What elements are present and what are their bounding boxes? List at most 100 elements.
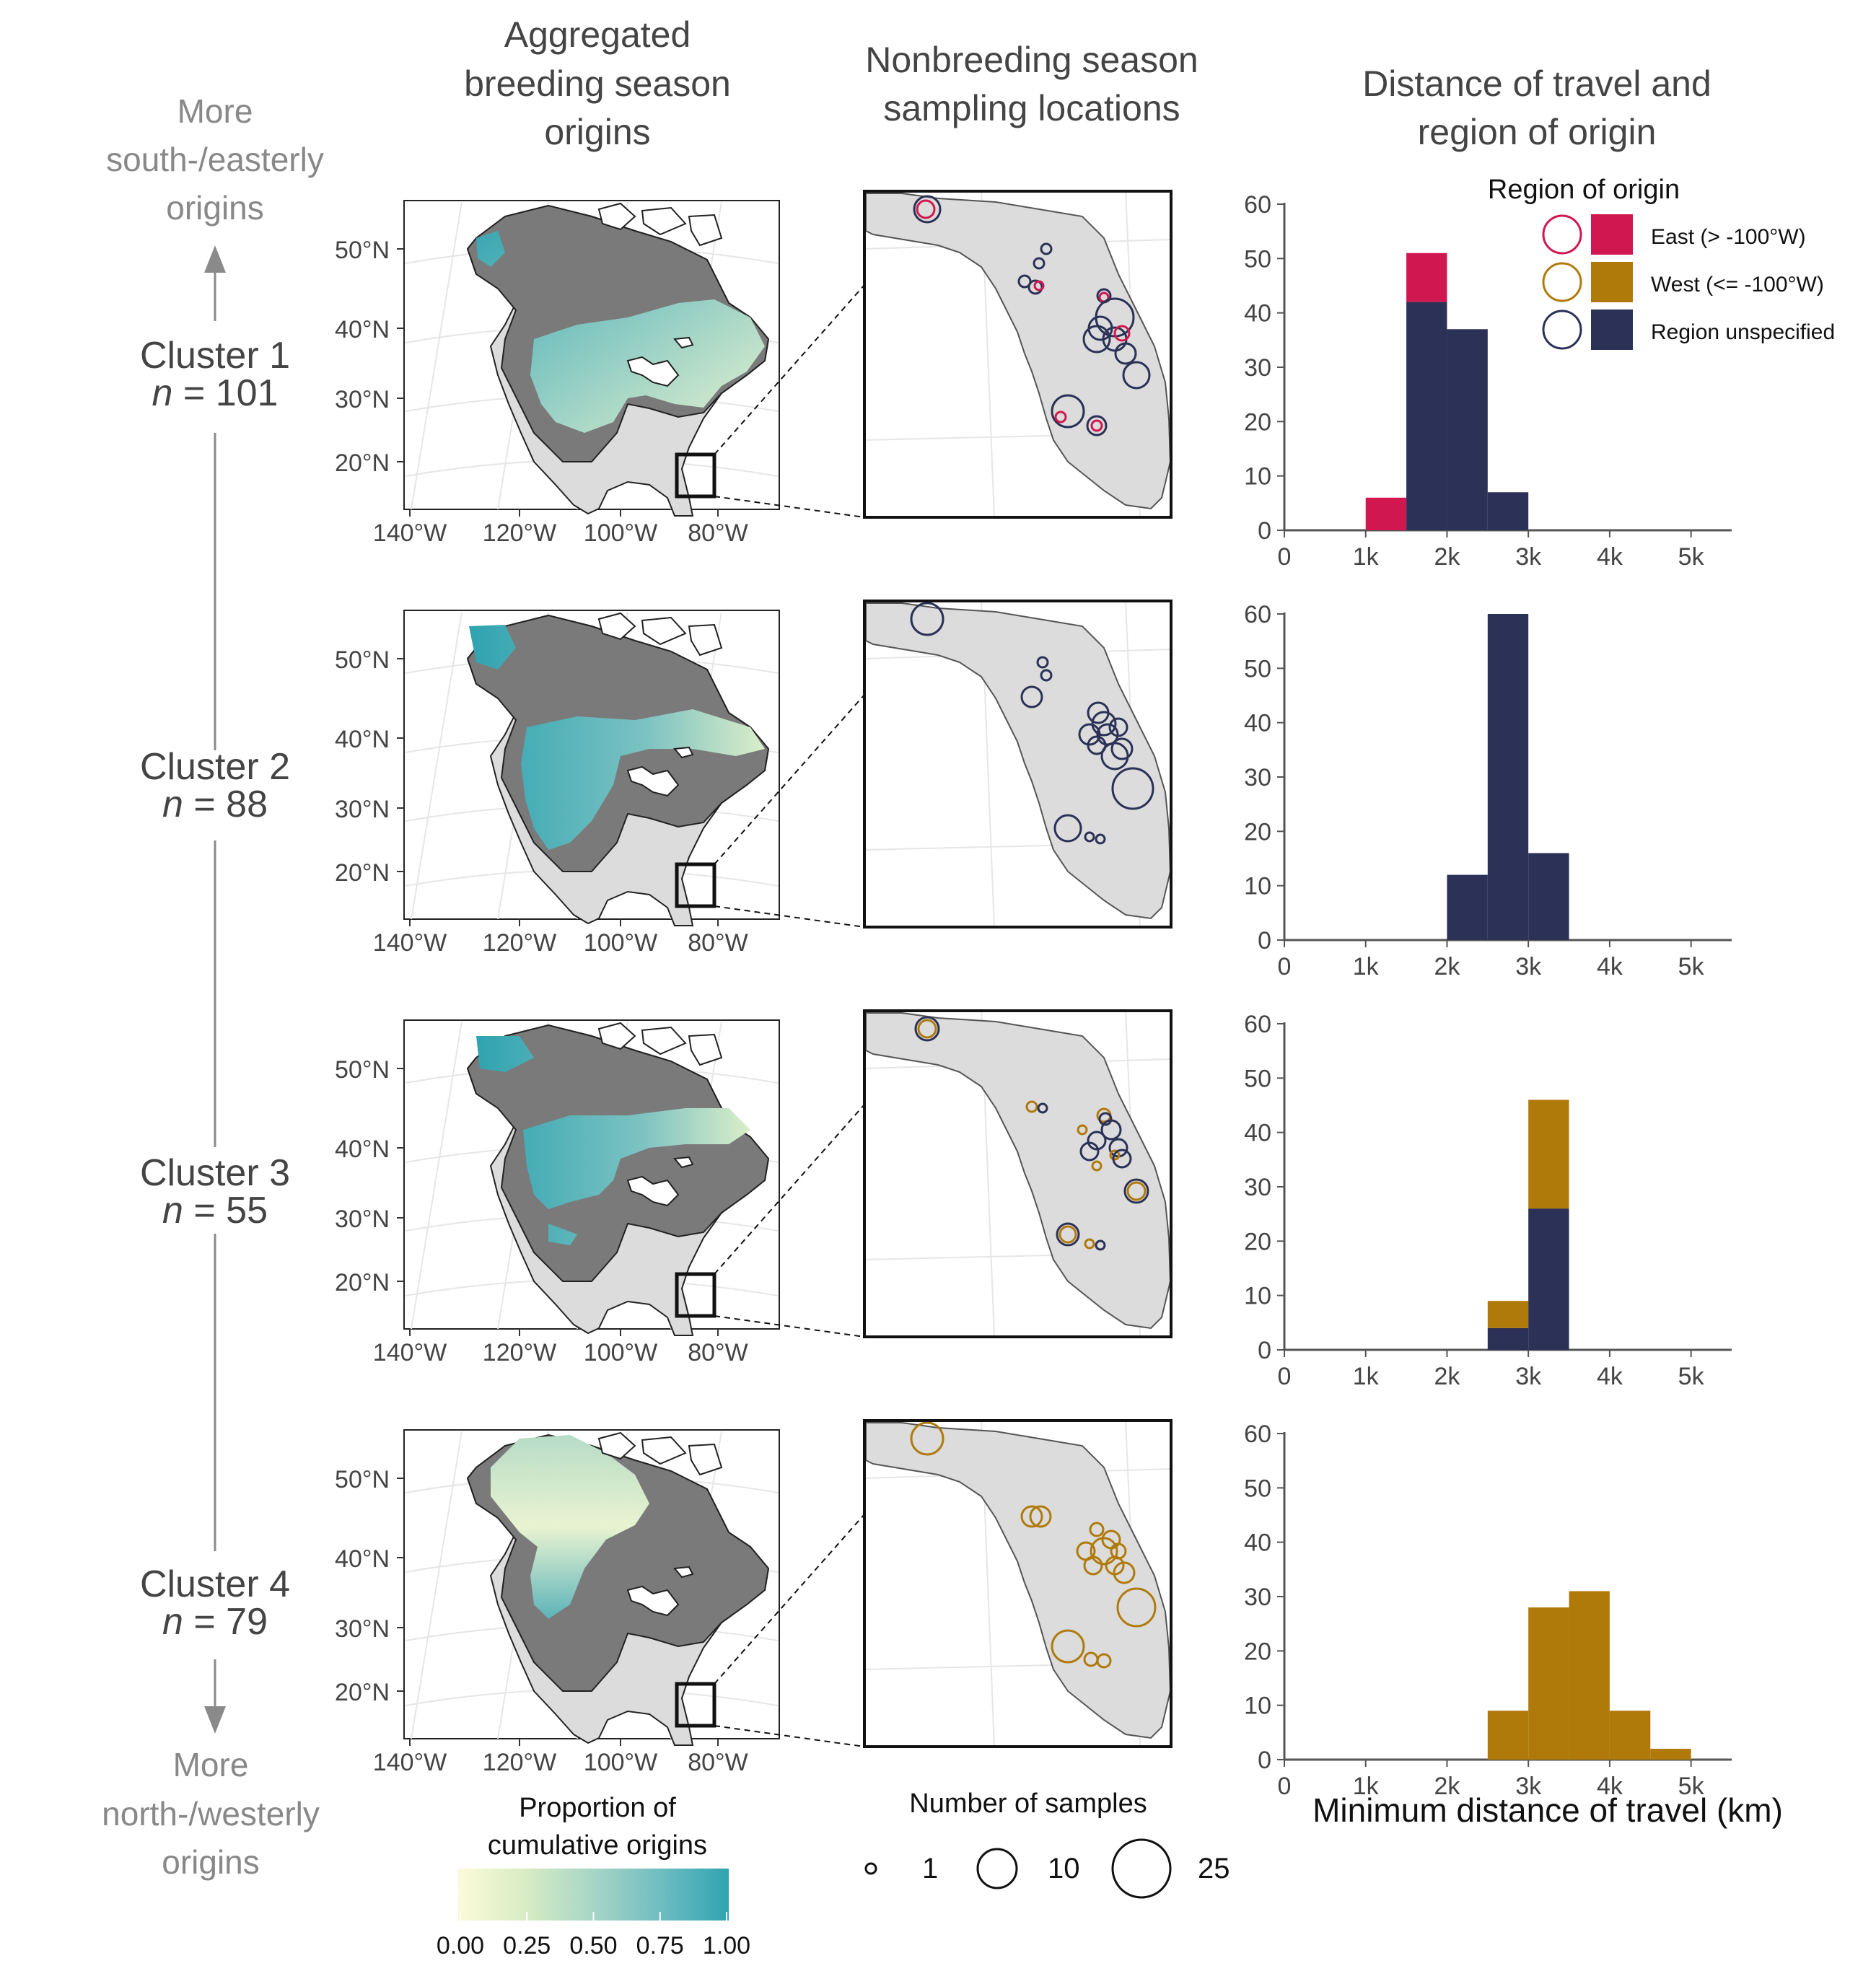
lon-label: 100°W xyxy=(584,1339,657,1366)
lon-label: 140°W xyxy=(373,519,447,547)
colorbar-title-line1: Proportion of xyxy=(519,1793,676,1823)
y-tick-label: 20 xyxy=(1244,1638,1271,1665)
sample-circle-east xyxy=(1090,419,1103,432)
y-tick-label: 30 xyxy=(1244,764,1271,791)
col3-title-line2: region of origin xyxy=(1418,112,1657,152)
arctic-islands xyxy=(597,202,723,247)
lat-label: 20°N xyxy=(335,859,390,887)
arctic-islands xyxy=(597,1022,723,1066)
lon-label: 100°W xyxy=(584,929,657,957)
gradient-arrow xyxy=(204,245,226,1734)
lon-label: 120°W xyxy=(483,929,556,957)
y-tick-label: 30 xyxy=(1244,354,1271,382)
size-legend-circle-1 xyxy=(864,1862,877,1875)
x-tick-label: 4k xyxy=(1597,543,1623,571)
florida-inset-box xyxy=(675,452,716,499)
sample-circle-unspecified xyxy=(1051,394,1085,429)
x-tick-label: 5k xyxy=(1678,953,1705,980)
cluster-n-symbol-2: n xyxy=(162,783,183,825)
sample-circle-west xyxy=(1096,1653,1112,1669)
florida-inset-box xyxy=(675,1682,716,1728)
sample-circle-unspecified xyxy=(1033,257,1046,270)
x-tick-label: 1k xyxy=(1353,1363,1380,1390)
side-top-line3: origins xyxy=(166,189,264,227)
bar-segment xyxy=(1528,1607,1569,1760)
size-legend-label-10: 10 xyxy=(1048,1853,1080,1884)
sample-circle-unspecified xyxy=(1091,711,1117,737)
x-tick-label: 5k xyxy=(1678,543,1705,571)
bar-segment xyxy=(1406,302,1447,530)
sampling-map-2 xyxy=(714,600,1172,929)
y-tick-label: 10 xyxy=(1244,873,1271,900)
bar-segment xyxy=(1650,1748,1691,1760)
size-legend-circle-10 xyxy=(976,1848,1018,1889)
x-tick-label: 0 xyxy=(1278,543,1292,571)
region-legend-title: Region of origin xyxy=(1488,175,1680,205)
lon-label: 80°W xyxy=(688,929,748,957)
bar-segment xyxy=(1487,1711,1529,1760)
lat-label: 30°N xyxy=(335,796,390,823)
x-tick-label: 0 xyxy=(1278,1363,1292,1390)
sample-circle-unspecified xyxy=(1123,1178,1149,1204)
x-tick-label: 3k xyxy=(1515,543,1542,571)
sample-circle-west xyxy=(917,1019,937,1039)
cluster-n-value-2: = 88 xyxy=(183,783,268,825)
cluster-n-4: n = 79 xyxy=(162,1601,268,1643)
side-bottom-line1: More xyxy=(173,1746,249,1783)
size-legend-label-1: 1 xyxy=(922,1853,938,1884)
x-tick-label: 2k xyxy=(1434,953,1460,980)
legend-circle-west xyxy=(1542,262,1582,302)
sample-circle-east xyxy=(1113,325,1131,342)
sampling-map-4 xyxy=(714,1419,1172,1748)
y-tick-label: 50 xyxy=(1244,1475,1271,1502)
florida-inset-box xyxy=(675,1272,716,1318)
sample-circle-unspecified xyxy=(1100,1119,1122,1141)
lat-label: 50°N xyxy=(335,237,390,264)
sample-circle-unspecified xyxy=(1036,656,1049,669)
lat-label: 30°N xyxy=(335,1206,390,1233)
y-tick-label: 40 xyxy=(1244,300,1271,328)
side-bottom-line2: north-/westerly xyxy=(102,1795,320,1832)
lat-label: 50°N xyxy=(335,646,390,674)
bar-segment xyxy=(1528,1099,1569,1209)
x-axis-label: Minimum distance of travel (km) xyxy=(1312,1791,1783,1829)
bar-segment xyxy=(1609,1711,1651,1760)
sample-circle-west xyxy=(1051,1629,1085,1664)
florida-land xyxy=(865,602,1172,920)
y-tick-label: 60 xyxy=(1244,1011,1271,1038)
lon-label: 120°W xyxy=(483,1339,556,1366)
cluster-n-2: n = 88 xyxy=(162,783,268,825)
size-legend: Number of samples 1 10 25 xyxy=(864,1788,1230,1899)
y-tick-label: 10 xyxy=(1244,1283,1271,1310)
y-tick-label: 60 xyxy=(1244,191,1271,219)
bar-segment xyxy=(1528,1208,1569,1350)
y-tick-label: 0 xyxy=(1258,927,1271,954)
zoom-frame xyxy=(863,1419,1172,1748)
bar-segment xyxy=(1569,1591,1610,1760)
sample-circle-unspecified xyxy=(914,1016,940,1042)
sample-circle-unspecified xyxy=(1114,342,1137,365)
cluster-n-value-4: = 79 xyxy=(183,1601,268,1643)
legend-label-east: East (> -100°W) xyxy=(1651,225,1806,249)
sample-circle-unspecified xyxy=(1095,1239,1106,1251)
col1-title-line1: Aggregated xyxy=(504,14,691,55)
sample-circle-east xyxy=(916,199,936,219)
lat-label: 30°N xyxy=(335,1615,390,1643)
x-tick-label: 2k xyxy=(1434,1363,1460,1390)
sample-circle-west xyxy=(1091,1160,1103,1172)
x-tick-label: 0 xyxy=(1278,1773,1292,1800)
sample-circle-west xyxy=(1126,1181,1147,1201)
legend-circle-east xyxy=(1542,214,1582,255)
sample-circle-unspecified xyxy=(1056,1222,1080,1247)
colorbar-tick-label: 0.25 xyxy=(503,1932,551,1959)
lon-label: 140°W xyxy=(373,1749,447,1776)
sample-circle-unspecified xyxy=(1122,361,1151,390)
sample-circle-unspecified xyxy=(1108,717,1128,737)
y-tick-label: 20 xyxy=(1244,408,1271,436)
cluster-label-3: Cluster 3 xyxy=(140,1152,290,1194)
zoom-connector xyxy=(714,284,865,455)
zoom-connector xyxy=(714,1725,865,1747)
y-tick-label: 30 xyxy=(1244,1174,1271,1201)
sample-circle-west xyxy=(1109,1149,1121,1161)
y-tick-label: 40 xyxy=(1244,1529,1271,1557)
